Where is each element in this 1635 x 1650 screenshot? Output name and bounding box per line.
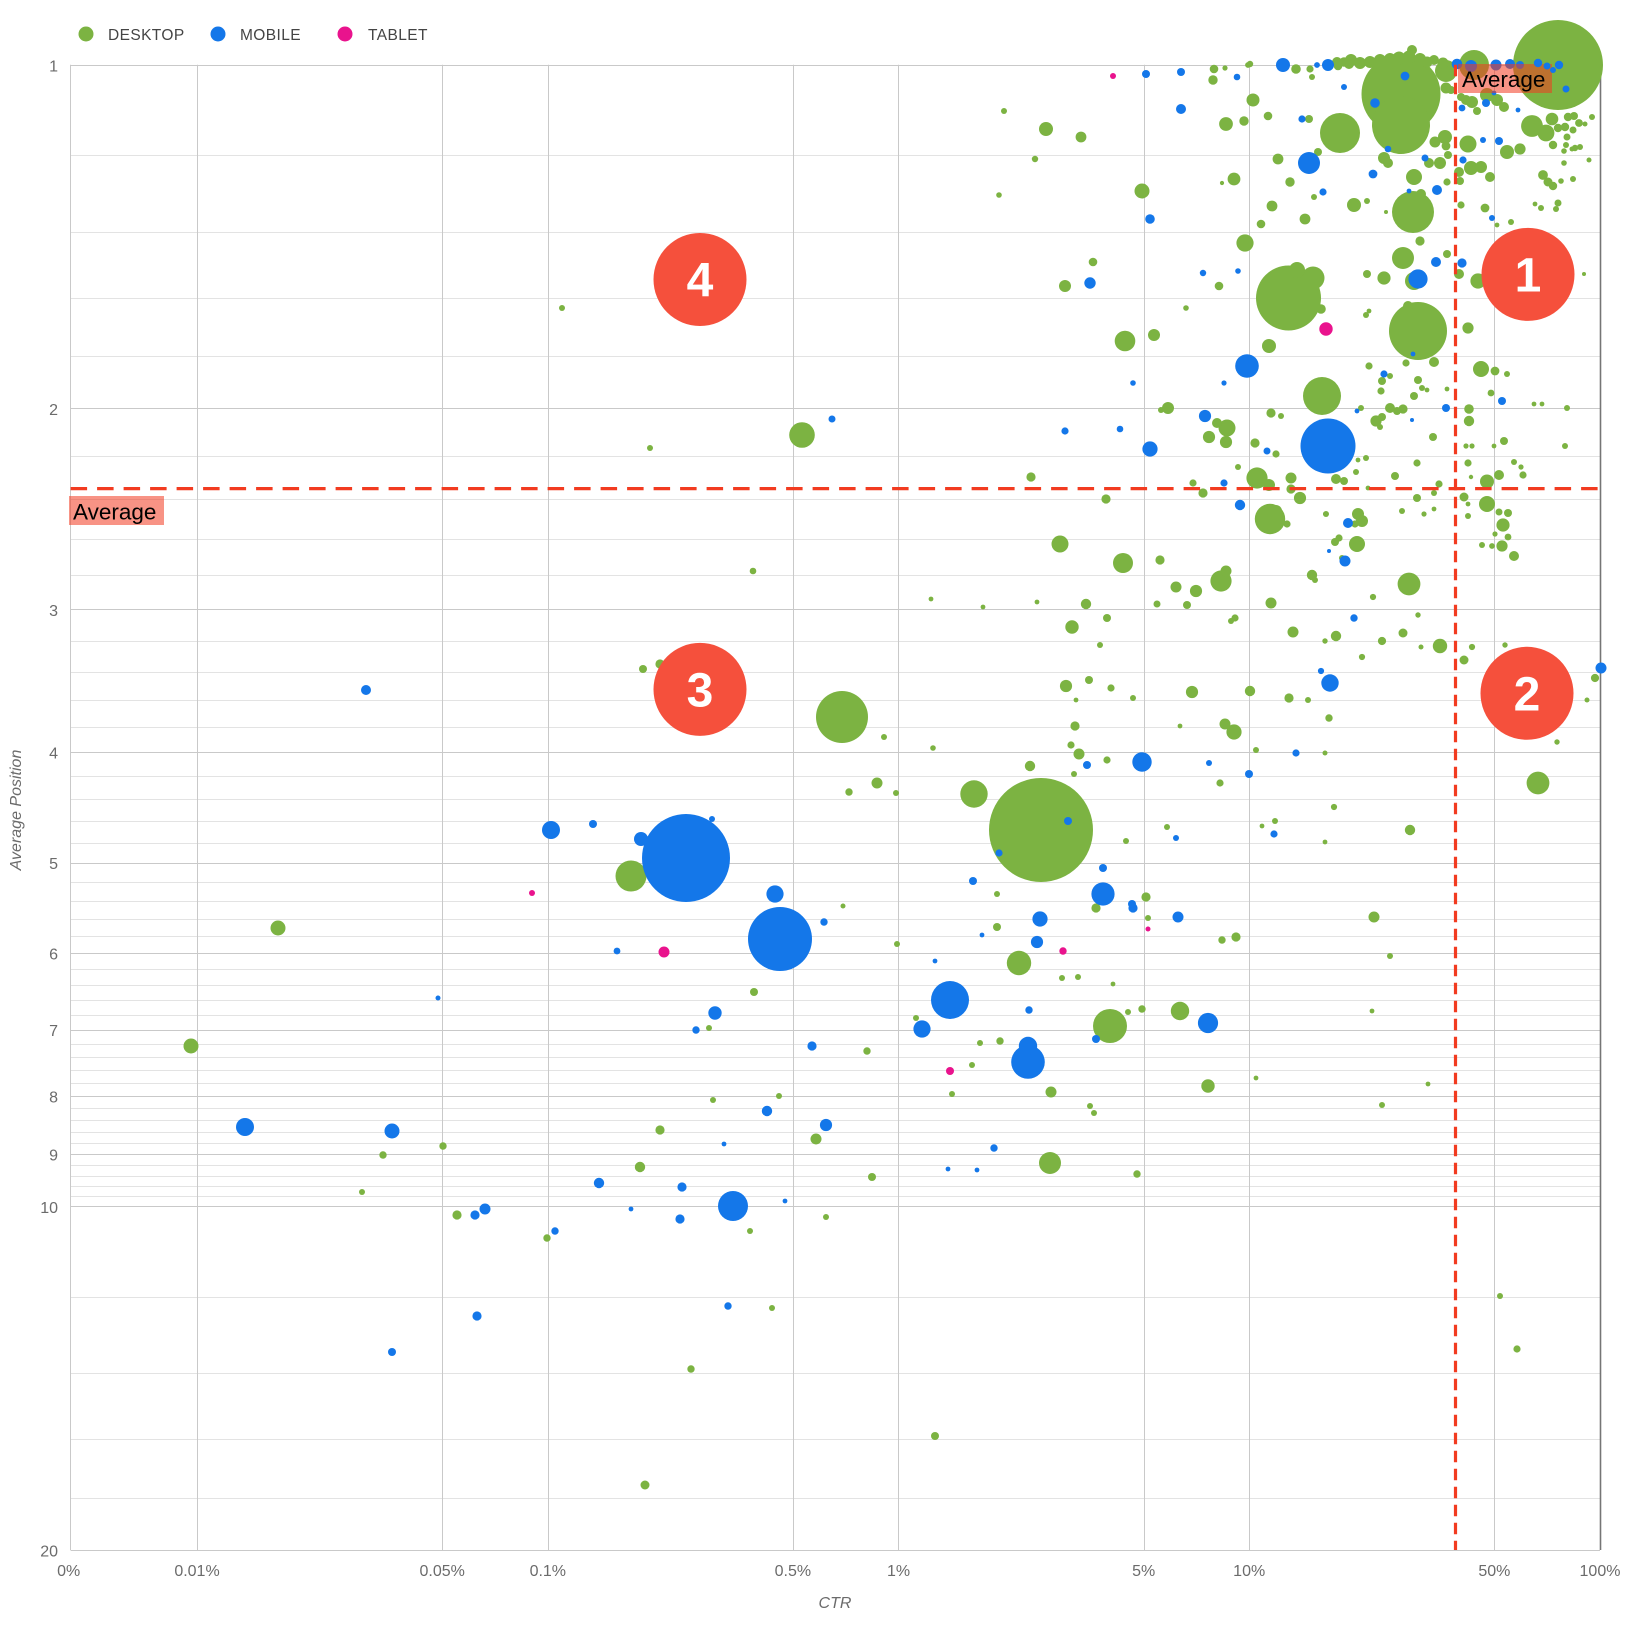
svg-text:3: 3: [687, 664, 714, 717]
svg-text:2: 2: [49, 402, 58, 419]
svg-text:10: 10: [40, 1200, 58, 1217]
svg-text:Average Position: Average Position: [8, 750, 25, 872]
svg-text:10%: 10%: [1233, 1563, 1265, 1580]
svg-text:0.5%: 0.5%: [775, 1563, 811, 1580]
svg-text:DESKTOP: DESKTOP: [108, 27, 185, 44]
svg-text:20: 20: [40, 1544, 58, 1561]
svg-text:5: 5: [49, 856, 58, 873]
svg-text:0.01%: 0.01%: [174, 1563, 219, 1580]
svg-text:MOBILE: MOBILE: [240, 27, 301, 44]
svg-text:2: 2: [1514, 668, 1541, 721]
svg-text:8: 8: [49, 1089, 58, 1106]
svg-text:9: 9: [49, 1148, 58, 1165]
svg-text:1%: 1%: [887, 1563, 910, 1580]
svg-text:1: 1: [1515, 249, 1542, 302]
svg-text:0.1%: 0.1%: [530, 1563, 566, 1580]
svg-text:100%: 100%: [1580, 1563, 1621, 1580]
svg-text:4: 4: [49, 746, 58, 763]
svg-text:TABLET: TABLET: [368, 27, 428, 44]
svg-text:50%: 50%: [1478, 1563, 1510, 1580]
svg-text:0.05%: 0.05%: [420, 1563, 465, 1580]
svg-text:3: 3: [49, 603, 58, 620]
svg-text:Average: Average: [73, 500, 156, 525]
svg-text:1: 1: [49, 58, 58, 75]
svg-text:5%: 5%: [1132, 1563, 1155, 1580]
svg-text:CTR: CTR: [819, 1595, 852, 1612]
svg-text:0%: 0%: [57, 1563, 80, 1580]
svg-text:Average: Average: [1462, 67, 1545, 92]
svg-text:7: 7: [49, 1023, 58, 1040]
svg-text:4: 4: [687, 255, 714, 308]
svg-text:6: 6: [49, 947, 58, 964]
